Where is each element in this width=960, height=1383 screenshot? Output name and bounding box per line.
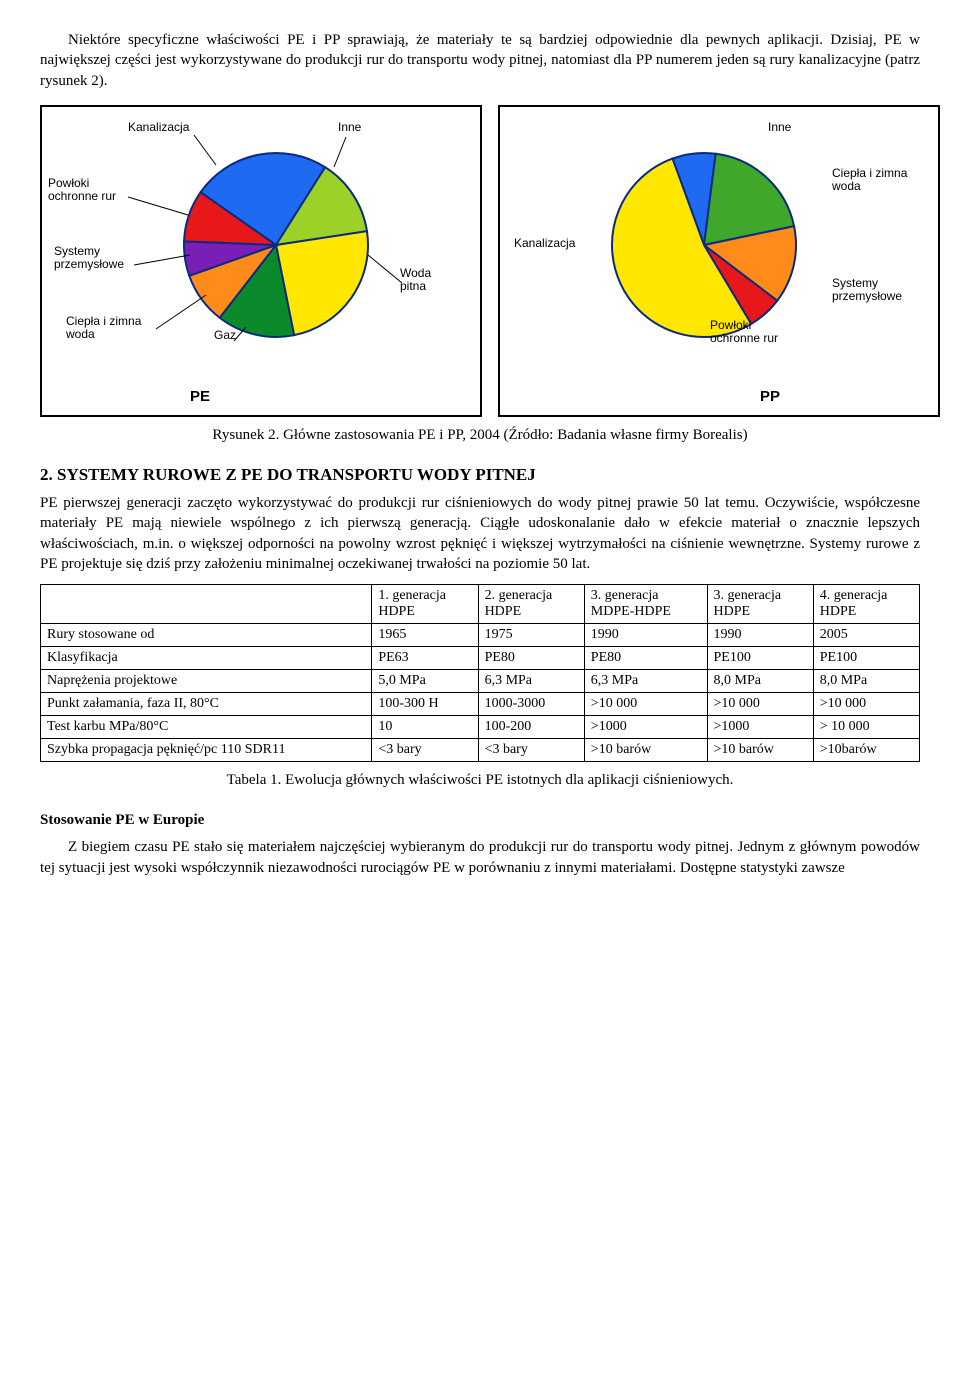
pe-lbl-gaz: Gaz — [214, 329, 236, 342]
table-cell: 1990 — [707, 624, 813, 647]
table-cell: >10 barów — [584, 739, 707, 762]
section-3-paragraph: Z biegiem czasu PE stało się materiałem … — [40, 837, 920, 878]
table-cell: 1965 — [372, 624, 478, 647]
pe-lbl-powloki: Powłokiochronne rur — [48, 177, 128, 203]
pe-chart-box: Kanalizacja Inne Powłokiochronne rur Sys… — [40, 105, 482, 417]
table-header-cell — [41, 585, 372, 624]
table-cell: Szybka propagacja pęknięć/pc 110 SDR11 — [41, 739, 372, 762]
table-cell: PE63 — [372, 647, 478, 670]
table-cell: 8,0 MPa — [813, 670, 919, 693]
pe-lbl-ciepla: Ciepła i zimnawoda — [66, 315, 156, 341]
intro-paragraph: Niektóre specyficzne właściwości PE i PP… — [40, 30, 920, 91]
table-cell: 6,3 MPa — [478, 670, 584, 693]
table-row: Szybka propagacja pęknięć/pc 110 SDR11<3… — [41, 739, 920, 762]
pp-lbl-inne: Inne — [768, 121, 791, 134]
table-cell: <3 bary — [478, 739, 584, 762]
pe-lbl-kanalizacja: Kanalizacja — [128, 121, 189, 134]
table-cell: 1990 — [584, 624, 707, 647]
table-header-cell: 3. generacjaMDPE-HDPE — [584, 585, 707, 624]
table-header-cell: 3. generacjaHDPE — [707, 585, 813, 624]
table-caption: Tabela 1. Ewolucja głównych właściwości … — [40, 770, 920, 790]
table-cell: 1975 — [478, 624, 584, 647]
table-cell: >10 barów — [707, 739, 813, 762]
charts-container: Kanalizacja Inne Powłokiochronne rur Sys… — [40, 105, 920, 417]
table-cell: Naprężenia projektowe — [41, 670, 372, 693]
table-cell: >1000 — [707, 716, 813, 739]
table-cell: 10 — [372, 716, 478, 739]
pp-lbl-systemy: Systemyprzemysłowe — [832, 277, 912, 303]
figure-caption: Rysunek 2. Główne zastosowania PE i PP, … — [40, 425, 920, 445]
table-cell: PE100 — [813, 647, 919, 670]
pp-lbl-kanalizacja: Kanalizacja — [514, 237, 575, 250]
table-row: Naprężenia projektowe5,0 MPa6,3 MPa6,3 M… — [41, 670, 920, 693]
pp-chart-label: PP — [760, 388, 780, 405]
table-cell: 1000-3000 — [478, 693, 584, 716]
pe-chart-label: PE — [190, 388, 210, 405]
table-row: KlasyfikacjaPE63PE80PE80PE100PE100 — [41, 647, 920, 670]
table-cell: 100-300 H — [372, 693, 478, 716]
table-cell: 6,3 MPa — [584, 670, 707, 693]
table-cell: 2005 — [813, 624, 919, 647]
table-cell: 5,0 MPa — [372, 670, 478, 693]
table-cell: 8,0 MPa — [707, 670, 813, 693]
table-cell: PE80 — [478, 647, 584, 670]
table-row: Punkt załamania, faza II, 80°C100-300 H1… — [41, 693, 920, 716]
table-cell: <3 bary — [372, 739, 478, 762]
table-cell: >10 000 — [707, 693, 813, 716]
table-cell: >10barów — [813, 739, 919, 762]
table-cell: > 10 000 — [813, 716, 919, 739]
table-cell: >10 000 — [584, 693, 707, 716]
table-cell: Rury stosowane od — [41, 624, 372, 647]
table-cell: 100-200 — [478, 716, 584, 739]
table-row: Test karbu MPa/80°C10100-200>1000>1000> … — [41, 716, 920, 739]
table-header-cell: 4. generacjaHDPE — [813, 585, 919, 624]
table-cell: PE80 — [584, 647, 707, 670]
table-cell: >10 000 — [813, 693, 919, 716]
pe-lbl-systemy: Systemyprzemysłowe — [54, 245, 134, 271]
table-cell: Klasyfikacja — [41, 647, 372, 670]
table-cell: PE100 — [707, 647, 813, 670]
section-2-paragraph: PE pierwszej generacji zaczęto wykorzyst… — [40, 493, 920, 574]
table-cell: Test karbu MPa/80°C — [41, 716, 372, 739]
section-2-title: 2. SYSTEMY RUROWE Z PE DO TRANSPORTU WOD… — [40, 465, 920, 485]
table-cell: >1000 — [584, 716, 707, 739]
pe-lbl-inne: Inne — [338, 121, 361, 134]
pp-lbl-powloki: Powłokiochronne rur — [710, 319, 790, 345]
pp-chart-box: Inne Ciepła i zimnawoda Systemyprzemysło… — [498, 105, 940, 417]
table-cell: Punkt załamania, faza II, 80°C — [41, 693, 372, 716]
table-header-cell: 2. generacjaHDPE — [478, 585, 584, 624]
section-3-title: Stosowanie PE w Europie — [40, 812, 920, 829]
table-header-cell: 1. generacjaHDPE — [372, 585, 478, 624]
table-row: Rury stosowane od19651975199019902005 — [41, 624, 920, 647]
generations-table: 1. generacjaHDPE2. generacjaHDPE3. gener… — [40, 584, 920, 762]
pe-lbl-woda: Wodapitna — [400, 267, 450, 293]
pp-lbl-ciepla: Ciepła i zimnawoda — [832, 167, 922, 193]
